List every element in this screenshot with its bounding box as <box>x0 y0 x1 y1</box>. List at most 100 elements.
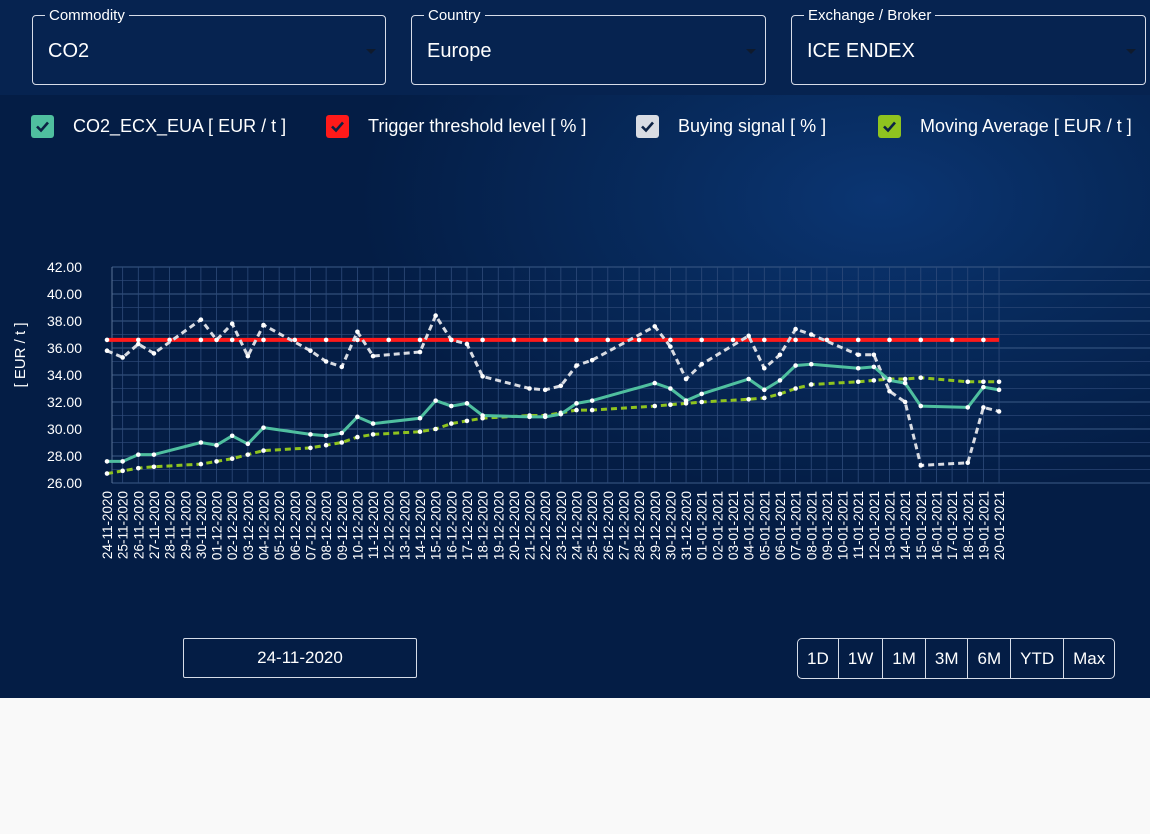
x-tick-label: 13-12-2020 <box>397 491 412 560</box>
data-point <box>777 378 783 383</box>
checkbox[interactable] <box>326 114 349 138</box>
legend-item-moving-average[interactable]: Moving Average [ EUR / t ] <box>878 112 1132 140</box>
data-point <box>762 395 767 401</box>
x-tick-label: 10-12-2020 <box>350 491 365 560</box>
data-point <box>918 375 924 380</box>
data-point <box>793 386 798 391</box>
x-tick-label: 23-12-2020 <box>554 491 569 560</box>
y-tick-label: 38.00 <box>47 313 82 329</box>
x-tick-label: 31-12-2020 <box>679 491 694 560</box>
data-point <box>136 341 141 347</box>
x-tick-label: 19-01-2021 <box>976 491 991 560</box>
data-point <box>449 337 454 343</box>
data-point <box>480 413 485 418</box>
start-date-field[interactable]: 24-11-2020 <box>183 638 417 678</box>
data-point <box>480 374 485 379</box>
price-chart[interactable]: 26.00 28.00 30.00 32.00 34.00 36.00 38.00 40.00… <box>0 250 1150 590</box>
data-point <box>464 418 470 424</box>
range-button-1d[interactable]: 1D <box>798 639 839 678</box>
data-point <box>793 326 798 332</box>
y-tick-label: 28.00 <box>47 448 82 464</box>
data-point <box>308 348 313 353</box>
checkbox[interactable] <box>878 114 901 138</box>
x-tick-label: 28-11-2020 <box>163 491 178 559</box>
data-point <box>151 452 157 457</box>
data-point <box>417 337 423 343</box>
check-icon <box>331 121 344 132</box>
range-button-3m[interactable]: 3M <box>926 639 969 678</box>
data-point <box>120 355 125 360</box>
data-point <box>339 364 345 370</box>
data-point <box>104 348 110 353</box>
data-point <box>433 398 438 403</box>
data-point <box>370 421 376 426</box>
check-icon <box>883 121 896 132</box>
x-tick-label: 19-12-2020 <box>491 491 506 560</box>
x-tick-label: 17-01-2021 <box>945 491 960 560</box>
legend-item-threshold[interactable]: Trigger threshold level [ % ] <box>326 112 586 140</box>
data-point <box>965 460 971 466</box>
x-tick-label: 02-01-2021 <box>710 491 725 560</box>
data-point <box>370 353 376 359</box>
data-point <box>198 440 204 445</box>
legend-label: Trigger threshold level [ % ] <box>368 115 587 136</box>
data-point <box>887 388 892 394</box>
chevron-down-icon <box>366 49 376 54</box>
data-point <box>855 379 861 385</box>
data-point <box>136 452 141 457</box>
data-point <box>464 401 470 406</box>
data-point <box>887 378 892 383</box>
data-point <box>996 379 1002 385</box>
x-tick-label: 01-01-2021 <box>695 491 710 560</box>
legend-item-signal[interactable]: Buying signal [ % ] <box>636 112 826 140</box>
y-axis-label: [ EUR / t ] <box>12 322 29 387</box>
x-tick-label: 20-12-2020 <box>507 491 522 560</box>
range-button-1m[interactable]: 1M <box>883 639 926 678</box>
data-point <box>136 337 141 343</box>
data-point <box>245 353 251 359</box>
y-tick-label: 34.00 <box>47 367 82 383</box>
data-point <box>699 399 704 405</box>
app-root: Commodity CO2 Country Europe Exchange / … <box>0 0 1150 698</box>
checkbox[interactable] <box>636 114 659 138</box>
range-button-1w[interactable]: 1W <box>839 639 884 678</box>
legend-item-price[interactable]: CO2_ECX_EUA [ EUR / t ] <box>31 112 286 140</box>
x-tick-label: 18-01-2021 <box>961 491 976 560</box>
x-tick-label: 16-12-2020 <box>444 491 459 560</box>
data-point <box>480 337 485 343</box>
range-button-ytd[interactable]: YTD <box>1011 639 1065 678</box>
data-point <box>996 409 1002 414</box>
chevron-down-icon <box>746 49 756 54</box>
series-line <box>106 376 1000 476</box>
x-tick-label: 29-12-2020 <box>648 491 663 560</box>
data-point <box>652 324 658 329</box>
data-point <box>245 441 251 447</box>
data-point <box>308 445 313 451</box>
data-point <box>527 386 532 391</box>
commodity-select[interactable]: Commodity CO2 <box>32 7 386 85</box>
data-point <box>323 442 329 448</box>
x-tick-label: 25-12-2020 <box>585 491 600 560</box>
y-tick-label: 32.00 <box>47 394 82 410</box>
data-point <box>151 351 157 356</box>
data-point <box>762 365 767 371</box>
data-point <box>918 403 924 409</box>
country-select[interactable]: Country Europe <box>411 7 766 85</box>
data-point <box>918 337 924 343</box>
data-point <box>261 322 266 328</box>
x-tick-label: 24-11-2020 <box>100 491 115 559</box>
data-point <box>558 383 564 389</box>
data-point <box>511 337 517 343</box>
data-point <box>746 333 751 339</box>
data-point <box>229 321 235 326</box>
range-button-6m[interactable]: 6M <box>968 639 1012 678</box>
data-point <box>292 337 298 343</box>
country-label: Country <box>424 7 485 24</box>
data-point <box>965 379 971 385</box>
x-tick-label: 07-12-2020 <box>303 491 318 560</box>
exchange-select[interactable]: Exchange / Broker ICE ENDEX <box>791 7 1146 85</box>
data-point <box>808 332 814 337</box>
range-button-max[interactable]: Max <box>1073 648 1106 668</box>
x-tick-label: 27-11-2020 <box>147 491 162 559</box>
checkbox[interactable] <box>31 114 54 138</box>
